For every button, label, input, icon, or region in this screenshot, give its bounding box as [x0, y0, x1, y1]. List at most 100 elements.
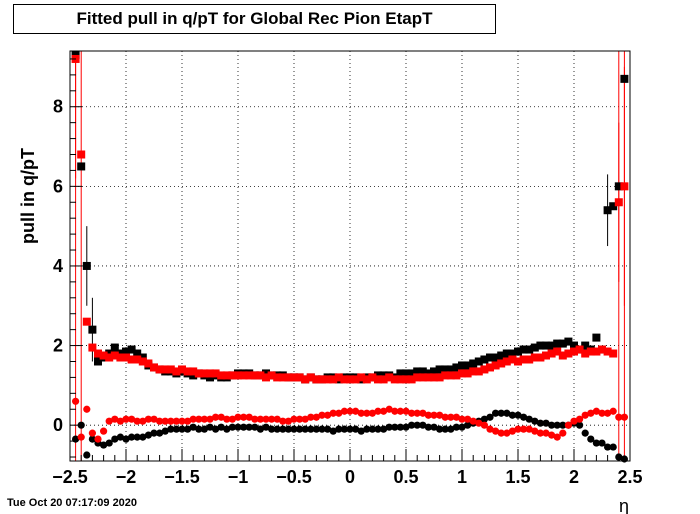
data-point-circle	[184, 425, 192, 433]
data-point-square	[558, 351, 567, 360]
data-point-circle	[452, 423, 460, 431]
data-point-square	[564, 349, 573, 358]
data-point-square	[463, 369, 472, 378]
data-point-circle	[346, 425, 354, 433]
data-point-square	[413, 373, 422, 382]
data-point-square	[133, 355, 142, 364]
data-point-square	[519, 355, 528, 364]
data-point-square	[418, 373, 427, 382]
data-point-circle	[284, 417, 292, 425]
data-point-square	[402, 375, 410, 384]
data-point-square	[575, 345, 584, 354]
data-point-circle	[402, 423, 410, 431]
data-point-square	[598, 345, 606, 354]
data-point-circle	[413, 409, 421, 417]
data-point-square	[161, 365, 170, 374]
data-point-circle	[374, 425, 382, 433]
data-point-square	[525, 355, 534, 364]
data-point-square	[122, 353, 130, 362]
data-point-circle	[553, 433, 561, 441]
data-point-circle	[189, 423, 197, 431]
data-point-circle	[620, 455, 629, 463]
data-point-square	[211, 369, 220, 378]
data-point-circle	[245, 423, 253, 431]
data-point-circle	[212, 413, 220, 421]
data-point-square	[374, 375, 382, 384]
data-point-square	[620, 74, 629, 83]
data-point-circle	[531, 417, 539, 425]
data-point-circle	[604, 443, 612, 451]
data-point-circle	[111, 435, 119, 443]
data-point-circle	[391, 407, 399, 415]
data-point-square	[306, 373, 315, 382]
data-point-circle	[329, 427, 337, 435]
data-point-circle	[88, 429, 96, 437]
data-point-circle	[424, 411, 432, 419]
y-tick-label: 8	[53, 97, 63, 117]
data-point-circle	[200, 425, 208, 433]
data-point-circle	[587, 409, 595, 417]
data-point-circle	[290, 425, 298, 433]
data-point-circle	[324, 411, 332, 419]
data-point-circle	[268, 415, 276, 423]
data-point-square	[194, 369, 203, 378]
data-point-square	[88, 325, 97, 334]
x-tick-label: −2	[116, 467, 137, 487]
data-point-circle	[195, 425, 203, 433]
data-point-circle	[486, 413, 494, 421]
data-point-circle	[184, 417, 192, 425]
data-point-circle	[380, 407, 388, 415]
data-point-square	[250, 371, 259, 380]
series-points	[71, 50, 629, 463]
data-point-square	[312, 375, 321, 384]
data-point-circle	[380, 425, 388, 433]
data-point-square	[88, 343, 97, 352]
data-point-circle	[525, 425, 533, 433]
data-point-circle	[312, 425, 320, 433]
data-point-circle	[301, 415, 309, 423]
data-point-circle	[172, 425, 180, 433]
data-point-square	[362, 375, 371, 384]
data-point-circle	[581, 429, 589, 437]
data-point-square	[603, 206, 612, 215]
data-point-circle	[340, 407, 348, 415]
data-point-circle	[262, 423, 270, 431]
data-point-square	[486, 353, 494, 362]
data-point-circle	[105, 439, 113, 447]
data-point-circle	[508, 427, 516, 435]
data-point-square	[127, 355, 136, 364]
data-point-square	[150, 363, 158, 372]
data-point-square	[553, 347, 562, 356]
data-point-square	[94, 357, 102, 366]
data-point-circle	[598, 439, 606, 447]
y-tick-label: 2	[53, 336, 63, 356]
data-point-circle	[396, 407, 404, 415]
data-point-circle	[419, 421, 427, 429]
data-point-circle	[217, 413, 225, 421]
data-point-circle	[475, 419, 483, 427]
data-point-square	[620, 182, 629, 191]
data-point-circle	[542, 419, 550, 427]
data-point-square	[77, 150, 86, 159]
data-point-circle	[223, 425, 231, 433]
data-point-circle	[296, 425, 304, 433]
data-point-square	[407, 369, 416, 378]
data-point-square	[458, 369, 466, 378]
data-point-square	[430, 373, 438, 382]
data-point-square	[133, 349, 142, 358]
data-point-square	[301, 375, 310, 384]
data-point-square	[346, 375, 354, 384]
data-point-circle	[279, 417, 287, 425]
data-point-square	[469, 367, 478, 376]
chart-title: Fitted pull in q/pT for Global Rec Pion …	[13, 4, 496, 34]
data-point-circle	[352, 407, 360, 415]
data-point-circle	[352, 425, 360, 433]
data-point-circle	[564, 421, 573, 429]
data-point-square	[486, 363, 494, 372]
data-point-circle	[363, 409, 371, 417]
data-point-circle	[520, 413, 528, 421]
data-point-square	[407, 375, 416, 384]
data-point-square	[178, 365, 186, 374]
x-tick-label: −2.5	[52, 467, 88, 487]
timestamp-label: Tue Oct 20 07:17:09 2020	[7, 497, 138, 509]
